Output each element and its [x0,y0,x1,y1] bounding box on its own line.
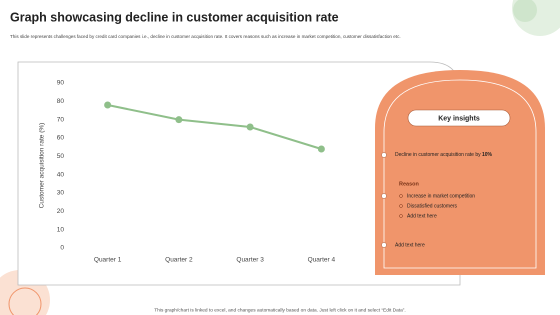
bullet [381,242,387,248]
x-tick-label: Quarter 4 [308,257,336,264]
sub-bullet [399,214,403,218]
insight-heading: Key insights [438,115,480,122]
insight-pill [407,109,511,127]
subtitle: This slide represents challenges faced b… [10,34,401,39]
insight-bold: 10% [482,152,493,158]
y-tick-label: 0 [60,245,64,252]
line [107,104,322,150]
reason-list: Increase in market competition Dissatisfi… [399,193,475,219]
y-tick-label: 70 [57,116,65,123]
y-tick-label: 20 [57,208,65,215]
bullet [381,152,387,158]
title: Graph showcasing decline in customer acq… [10,10,339,24]
footer: This graph/chart is linked to excel, and… [154,307,405,313]
insight-border [383,79,537,269]
y-tick-label: 40 [57,171,65,178]
reason-item: Dissatisfied customers [407,203,458,209]
insight-text: Add text here [395,242,425,248]
insight-text: Decline in customer acquisition rate by [395,152,481,158]
y-tick-label: 60 [57,135,65,142]
decor [513,0,537,22]
insight-text: Decline in customer acquisition rate by … [395,152,493,158]
bullet [381,193,387,199]
y-tick-label: 50 [57,153,65,160]
point [104,101,112,109]
point [317,145,325,153]
x-tick-label: Quarter 2 [165,257,193,264]
y-tick-label: 30 [57,190,65,197]
y-tick-label: 80 [57,98,65,105]
y-tick-label: 90 [57,80,65,87]
sub-bullet [399,204,403,208]
reason-item: Add text here [407,213,437,219]
point [246,123,254,131]
y-tick-label: 10 [57,226,65,233]
x-tick-label: Quarter 3 [236,257,264,264]
reason-item: Increase in market competition [407,193,475,199]
decor [8,287,42,315]
x-tick-label: Quarter 1 [94,257,122,264]
reason-heading: Reason [399,181,420,187]
y-axis-label: Customer acquisition rate (%) [39,123,46,209]
sub-bullet [399,194,403,198]
plot: 0 10 20 30 40 50 60 70 80 90 Customer acquisition … [39,80,336,264]
point [175,116,183,124]
